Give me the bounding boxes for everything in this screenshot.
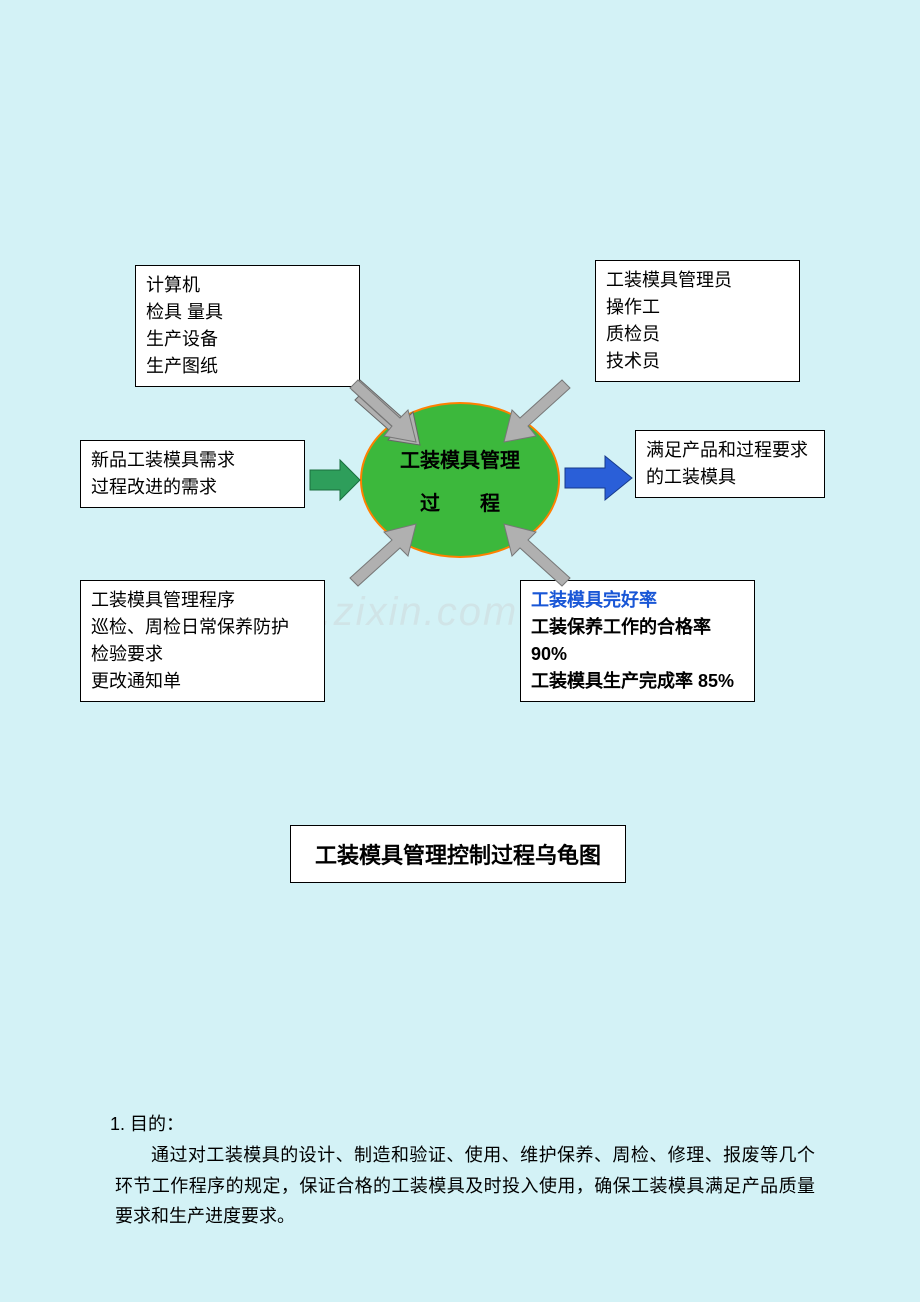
heading-number: 1. xyxy=(110,1114,125,1134)
box-line: 新品工装模具需求 xyxy=(91,447,294,474)
box-line: 计算机 xyxy=(146,272,349,299)
box-line: 生产设备 xyxy=(146,326,349,353)
box-line: 检具 量具 xyxy=(146,299,349,326)
section-body: 通过对工装模具的设计、制造和验证、使用、维护保养、周检、修理、报废等几个环节工作… xyxy=(115,1140,815,1232)
center-process-ellipse: 工装模具管理 过 程 xyxy=(360,402,560,558)
box-line: 技术员 xyxy=(606,348,789,375)
box-title-link: 工装模具完好率 xyxy=(531,587,744,614)
box-line: 工装模具管理程序 xyxy=(91,587,314,614)
box-top-right-personnel: 工装模具管理员 操作工 质检员 技术员 xyxy=(595,260,800,382)
box-line: 工装保养工作的合格率 90% xyxy=(531,614,744,668)
box-line: 检验要求 xyxy=(91,641,314,668)
box-top-left-resources: 计算机 检具 量具 生产设备 生产图纸 xyxy=(135,265,360,387)
box-line: 生产图纸 xyxy=(146,353,349,380)
arrow-output-icon xyxy=(565,456,632,500)
box-bot-right-metrics: 工装模具完好率 工装保养工作的合格率 90% 工装模具生产完成率 85% xyxy=(520,580,755,702)
box-line: 巡检、周检日常保养防护 xyxy=(91,614,314,641)
arrow-input-icon xyxy=(310,460,360,500)
box-line: 质检员 xyxy=(606,321,789,348)
box-line: 满足产品和过程要求的工装模具 xyxy=(646,437,814,491)
ellipse-line2: 过 程 xyxy=(420,487,500,516)
box-line: 工装模具生产完成率 85% xyxy=(531,668,744,695)
section-heading: 1. 目的： xyxy=(110,1110,184,1136)
diagram-title: 工装模具管理控制过程乌龟图 xyxy=(290,825,626,883)
box-line: 更改通知单 xyxy=(91,668,314,695)
box-line: 操作工 xyxy=(606,294,789,321)
heading-text: 目的： xyxy=(130,1114,184,1134)
ellipse-line1: 工装模具管理 xyxy=(400,444,520,473)
box-bot-left-methods: 工装模具管理程序 巡检、周检日常保养防护 检验要求 更改通知单 xyxy=(80,580,325,702)
box-mid-right-output: 满足产品和过程要求的工装模具 xyxy=(635,430,825,498)
box-line: 工装模具管理员 xyxy=(606,267,789,294)
box-mid-left-input: 新品工装模具需求 过程改进的需求 xyxy=(80,440,305,508)
box-line: 过程改进的需求 xyxy=(91,474,294,501)
